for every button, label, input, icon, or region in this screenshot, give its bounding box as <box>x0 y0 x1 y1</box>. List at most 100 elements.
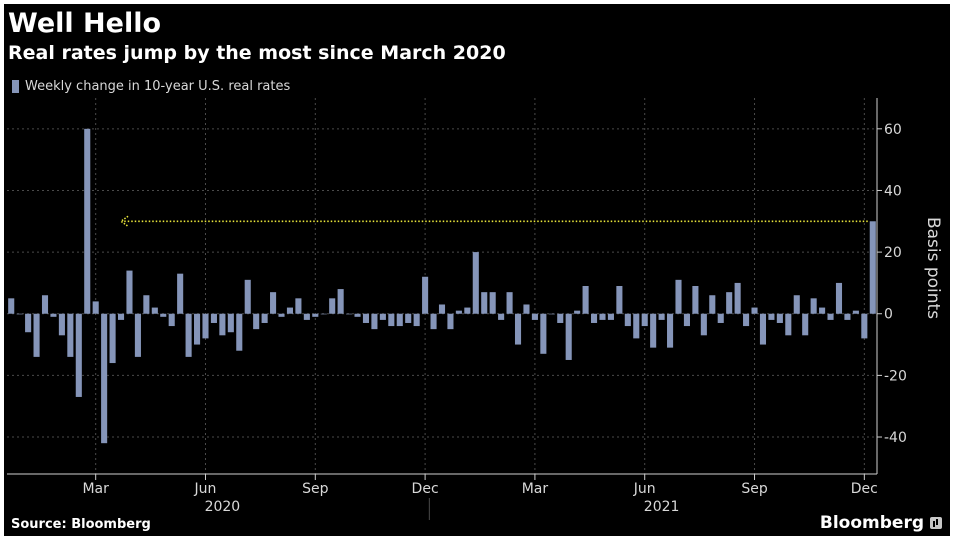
bar <box>438 304 446 314</box>
bar <box>16 313 23 315</box>
bar <box>726 292 733 314</box>
y-tick-label: 40 <box>884 183 902 199</box>
bar <box>667 313 674 348</box>
bar <box>548 313 555 315</box>
bar <box>134 313 141 357</box>
bar <box>776 313 783 323</box>
bar <box>25 313 32 333</box>
bar <box>109 313 116 364</box>
bar <box>219 313 226 336</box>
x-tick-label: Dec <box>412 481 439 497</box>
bar <box>202 313 209 339</box>
x-tick-label: Sep <box>302 481 329 497</box>
bar <box>531 313 538 320</box>
bar <box>151 307 158 314</box>
bar <box>253 313 260 330</box>
bar <box>117 313 125 320</box>
bar <box>827 313 834 320</box>
y-tick-label: -20 <box>884 368 907 384</box>
x-tick-label: Sep <box>741 481 768 497</box>
bar <box>143 295 150 314</box>
bar <box>396 313 403 327</box>
source-note: Source: Bloomberg <box>11 517 151 532</box>
grid <box>7 98 877 474</box>
bar <box>405 313 412 323</box>
bar <box>810 298 817 314</box>
year-label: 2021 <box>644 499 680 515</box>
bar <box>312 313 319 317</box>
bar <box>557 313 564 323</box>
bar <box>700 313 707 336</box>
bar <box>261 313 268 323</box>
x-tick-label: Jun <box>194 481 217 497</box>
chart-subtitle: Real rates jump by the most since March … <box>8 42 506 64</box>
bar <box>126 270 133 314</box>
y-tick-label: 0 <box>884 307 893 323</box>
bar <box>523 304 530 314</box>
bar <box>41 295 49 314</box>
bar <box>194 313 201 345</box>
bar <box>379 313 386 320</box>
bar <box>861 313 868 339</box>
bar <box>641 313 648 327</box>
bar <box>430 313 437 330</box>
y-tick-label: -40 <box>884 430 907 446</box>
bar <box>590 313 598 323</box>
bar <box>303 313 310 320</box>
bar <box>633 313 640 339</box>
bar <box>320 313 327 315</box>
bar <box>481 292 488 314</box>
bar <box>346 313 353 315</box>
bar <box>540 313 547 354</box>
bar <box>295 298 302 314</box>
bar <box>8 298 15 314</box>
bar <box>734 282 741 314</box>
bar <box>692 286 699 314</box>
annotation <box>119 215 868 227</box>
bar <box>464 307 471 314</box>
bar <box>329 298 336 314</box>
bar-chart: -40 -20 0 20 40 60 Mar Jun Sep Dec Mar Jun Sep Dec 202… <box>7 98 943 520</box>
bar <box>751 307 758 314</box>
bar <box>236 313 243 351</box>
bar <box>844 313 851 320</box>
bar <box>768 313 775 320</box>
x-tick-label: Dec <box>851 481 878 497</box>
bar <box>210 313 217 323</box>
brand-name: Bloomberg <box>819 513 924 533</box>
bar <box>506 292 513 314</box>
bar <box>270 292 277 314</box>
bar <box>675 279 682 314</box>
bar <box>599 313 606 320</box>
bar <box>168 313 175 327</box>
bars <box>8 128 876 444</box>
bar <box>362 313 370 323</box>
bar <box>58 313 65 336</box>
x-tick-label: Mar <box>522 481 549 497</box>
chart-frame: Well Hello Real rates jump by the most s… <box>4 4 950 536</box>
bar <box>244 279 251 314</box>
bar <box>709 295 716 314</box>
bar <box>337 289 344 314</box>
bar <box>92 301 99 314</box>
bar <box>50 313 57 317</box>
x-tick-label: Mar <box>82 481 109 497</box>
legend-swatch <box>12 79 19 93</box>
bar <box>278 313 285 317</box>
bar <box>67 313 74 357</box>
brand-logo: Bloomberg <box>820 513 942 533</box>
bar <box>354 313 361 317</box>
bar <box>759 313 767 345</box>
bar <box>743 313 750 327</box>
bar <box>852 310 859 314</box>
bar <box>616 286 623 314</box>
y-tick-label: 20 <box>884 245 902 261</box>
bar <box>582 286 589 314</box>
bar <box>514 313 522 345</box>
bar <box>717 313 724 323</box>
chart-title: Well Hello <box>8 8 162 39</box>
x-tick-label: Jun <box>633 481 656 497</box>
year-label: 2020 <box>205 499 241 515</box>
bar <box>498 313 505 320</box>
bar <box>565 313 572 360</box>
